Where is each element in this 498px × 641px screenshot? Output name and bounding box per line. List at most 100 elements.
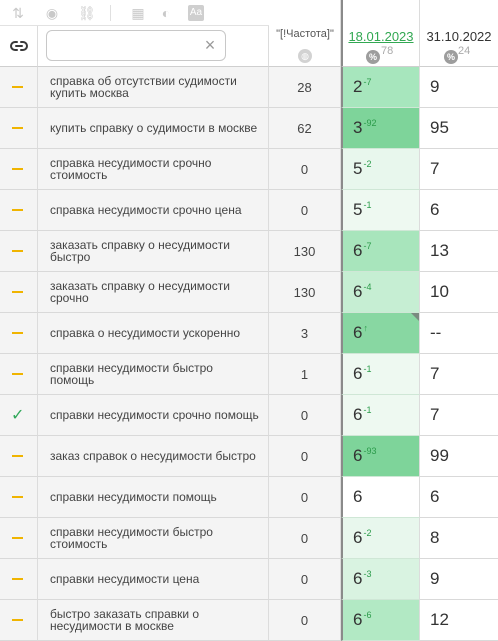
calculator-icon[interactable]: ▦ bbox=[131, 5, 145, 21]
position-date2-cell[interactable]: 13 bbox=[420, 231, 498, 272]
position-value: 8 bbox=[430, 528, 440, 547]
table-row[interactable]: справки несудимости быстро помощь 1 6-1 7 bbox=[0, 354, 498, 395]
row-status-cell[interactable] bbox=[0, 559, 38, 600]
font-size-icon[interactable]: Aa bbox=[188, 5, 204, 21]
position-value: 99 bbox=[430, 446, 449, 465]
date1-label[interactable]: 18.01.2023 bbox=[348, 29, 414, 44]
percent-icon: % bbox=[444, 50, 458, 64]
frequency-cell: 130 bbox=[269, 231, 341, 272]
row-status-cell[interactable] bbox=[0, 149, 38, 190]
dash-icon bbox=[12, 250, 23, 252]
keyword-cell[interactable]: справка о несудимости ускоренно bbox=[38, 313, 269, 354]
table-row[interactable]: быстро заказать справки о несудимости в … bbox=[0, 600, 498, 641]
table-row[interactable]: справки несудимости быстро стоимость 0 6-2… bbox=[0, 518, 498, 559]
row-status-cell[interactable] bbox=[0, 108, 38, 149]
table-row[interactable]: заказать справку о несудимости срочно 130… bbox=[0, 272, 498, 313]
row-status-cell[interactable] bbox=[0, 436, 38, 477]
position-date1-cell[interactable]: 6↑ bbox=[341, 313, 420, 354]
position-date1-cell[interactable]: 3-92 bbox=[341, 108, 420, 149]
keyword-text: справки несудимости срочно помощь bbox=[50, 408, 259, 422]
position-date1-cell[interactable]: 5-2 bbox=[341, 149, 420, 190]
keyword-text: справка об отсутствии судимости купить м… bbox=[50, 74, 237, 100]
position-date1-cell[interactable]: 6-4 bbox=[341, 272, 420, 313]
table-row[interactable]: справка несудимости срочно цена 0 5-1 6 bbox=[0, 190, 498, 231]
row-status-cell[interactable] bbox=[0, 231, 38, 272]
position-value: 13 bbox=[430, 241, 449, 260]
date2-column-header[interactable]: 31.10.2022 % 24 bbox=[420, 0, 498, 67]
table-row[interactable]: справка о несудимости ускоренно 3 6↑ -- bbox=[0, 313, 498, 354]
toggle-icon[interactable]: ◉ bbox=[45, 5, 59, 21]
position-date1-cell[interactable]: 5-1 bbox=[341, 190, 420, 231]
table-row[interactable]: справка несудимости срочно стоимость 0 5-2… bbox=[0, 149, 498, 190]
position-date1-cell[interactable]: 2-7 bbox=[341, 67, 420, 108]
sort-icon[interactable]: ⇅ bbox=[12, 5, 24, 21]
position-date1-cell[interactable]: 6-1 bbox=[341, 395, 420, 436]
table-row[interactable]: справки несудимости помощь 0 6 6 bbox=[0, 477, 498, 518]
position-date1-cell[interactable]: 6-7 bbox=[341, 231, 420, 272]
contrast-icon[interactable]: ◐ bbox=[161, 5, 171, 21]
keyword-cell[interactable]: справка несудимости срочно стоимость bbox=[38, 149, 269, 190]
position-date2-cell[interactable]: 6 bbox=[420, 190, 498, 231]
table-row[interactable]: справка об отсутствии судимости купить м… bbox=[0, 67, 498, 108]
position-date2-cell[interactable]: 6 bbox=[420, 477, 498, 518]
position-date1-cell[interactable]: 6-3 bbox=[341, 559, 420, 600]
keyword-cell[interactable]: справка об отсутствии судимости купить м… bbox=[38, 67, 269, 108]
row-status-cell[interactable] bbox=[0, 518, 38, 559]
table-row[interactable]: купить справку о судимости в москве 62 3-9… bbox=[0, 108, 498, 149]
keyword-cell[interactable]: заказать справку о несудимости срочно bbox=[38, 272, 269, 313]
unlink-icon[interactable]: ⛓ bbox=[78, 5, 96, 21]
keyword-cell[interactable]: справки несудимости быстро стоимость bbox=[38, 518, 269, 559]
keyword-cell[interactable]: справка несудимости срочно цена bbox=[38, 190, 269, 231]
close-icon[interactable]: × bbox=[204, 35, 216, 55]
frequency-cell: 62 bbox=[269, 108, 341, 149]
keyword-cell[interactable]: заказ справок о несудимости быстро bbox=[38, 436, 269, 477]
position-date1-cell[interactable]: 6 bbox=[341, 477, 420, 518]
position-delta: -92 bbox=[363, 118, 377, 129]
row-status-cell[interactable] bbox=[0, 190, 38, 231]
position-date2-cell[interactable]: -- bbox=[420, 313, 498, 354]
position-delta: ↑ bbox=[363, 323, 368, 334]
position-value: 6 bbox=[353, 610, 363, 629]
row-status-cell[interactable] bbox=[0, 354, 38, 395]
position-date2-cell[interactable]: 9 bbox=[420, 559, 498, 600]
keyword-text: справки несудимости быстро стоимость bbox=[50, 525, 213, 551]
percent-icon: % bbox=[366, 50, 380, 64]
position-date1-cell[interactable]: 6-2 bbox=[341, 518, 420, 559]
position-date1-cell[interactable]: 6-6 bbox=[341, 600, 420, 641]
keyword-cell[interactable]: справки несудимости срочно помощь bbox=[38, 395, 269, 436]
position-date1-cell[interactable]: 6-1 bbox=[341, 354, 420, 395]
table-row[interactable]: заказ справок о несудимости быстро 0 6-93 9… bbox=[0, 436, 498, 477]
search-header-cell: × bbox=[38, 26, 269, 67]
position-date1-cell[interactable]: 6-93 bbox=[341, 436, 420, 477]
row-status-cell[interactable] bbox=[0, 477, 38, 518]
keyword-cell[interactable]: справки несудимости быстро помощь bbox=[38, 354, 269, 395]
search-input[interactable] bbox=[53, 35, 193, 57]
keyword-cell[interactable]: справки несудимости помощь bbox=[38, 477, 269, 518]
position-date2-cell[interactable]: 8 bbox=[420, 518, 498, 559]
row-status-cell[interactable] bbox=[0, 67, 38, 108]
row-status-cell[interactable]: ✓ bbox=[0, 395, 38, 436]
position-date2-cell[interactable]: 99 bbox=[420, 436, 498, 477]
position-value: 6 bbox=[353, 323, 363, 342]
row-status-cell[interactable] bbox=[0, 272, 38, 313]
position-date2-cell[interactable]: 7 bbox=[420, 395, 498, 436]
position-date2-cell[interactable]: 10 bbox=[420, 272, 498, 313]
position-date2-cell[interactable]: 7 bbox=[420, 149, 498, 190]
row-status-cell[interactable] bbox=[0, 600, 38, 641]
date1-column-header[interactable]: 18.01.2023 % 78 bbox=[341, 0, 420, 67]
link-icon[interactable] bbox=[10, 39, 28, 53]
position-date2-cell[interactable]: 7 bbox=[420, 354, 498, 395]
position-date2-cell[interactable]: 9 bbox=[420, 67, 498, 108]
keyword-cell[interactable]: заказать справку о несудимости быстро bbox=[38, 231, 269, 272]
table-row[interactable]: заказать справку о несудимости быстро 130… bbox=[0, 231, 498, 272]
position-date2-cell[interactable]: 12 bbox=[420, 600, 498, 641]
table-row[interactable]: ✓ справки несудимости срочно помощь 0 6-1 7 bbox=[0, 395, 498, 436]
globe-icon: ◍ bbox=[298, 49, 312, 63]
keyword-cell[interactable]: купить справку о судимости в москве bbox=[38, 108, 269, 149]
frequency-column-header[interactable]: "[!Частота]" ◍ bbox=[269, 0, 341, 67]
keyword-cell[interactable]: быстро заказать справки о несудимости в … bbox=[38, 600, 269, 641]
position-date2-cell[interactable]: 95 bbox=[420, 108, 498, 149]
table-row[interactable]: справки несудимости цена 0 6-3 9 bbox=[0, 559, 498, 600]
row-status-cell[interactable] bbox=[0, 313, 38, 354]
keyword-cell[interactable]: справки несудимости цена bbox=[38, 559, 269, 600]
